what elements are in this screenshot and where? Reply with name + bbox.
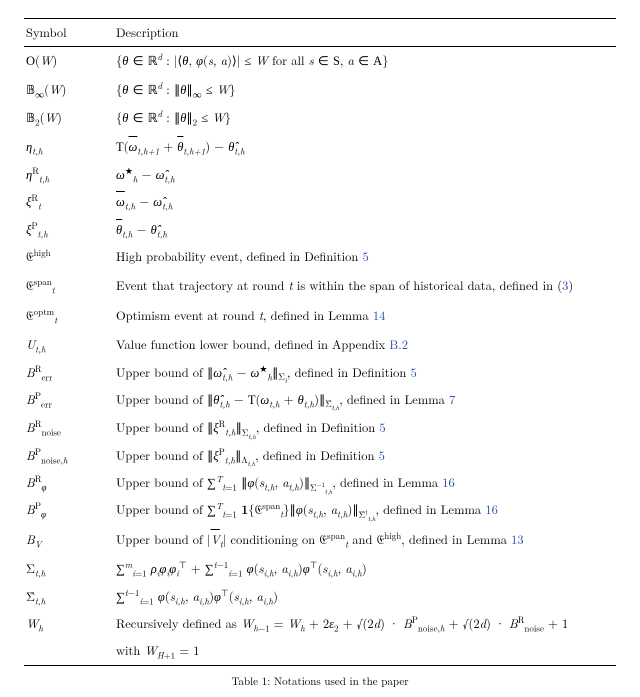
table-row: BPnoise,hUpper bound of ∥ξPt,h∥Λt,h, def… [24, 442, 616, 469]
description-cell: Optimism event at round t, defined in Le… [114, 302, 616, 331]
description-cell: ω★h − ω̂t,h [114, 161, 616, 188]
symbol-cell: O(W) [24, 47, 114, 75]
table-row: Σt,h∑mi=1 ρiφiφi⊤ + ∑t−1i=1 φ(si,h, ai,h… [24, 555, 616, 582]
table-row: ηt,hT(ωt,h+1 + θt,h+1) − θ̂t,h [24, 133, 616, 161]
table-row: BRnoiseUpper bound of ∥ξRt,h∥Σt,h, defin… [24, 414, 616, 441]
symbol-cell: BRerr [24, 359, 114, 386]
table-row: BRφUpper bound of ∑Tt=1 ∥φ(st,h, at,h)∥Σ… [24, 469, 616, 496]
table-row: BVUpper bound of |Vt| conditioning on 𝔈s… [24, 526, 616, 555]
symbol-cell: Σt,h [24, 555, 114, 582]
table-row: ηRt,hω★h − ω̂t,h [24, 161, 616, 188]
header-row: Symbol Description [24, 19, 616, 47]
description-cell: Upper bound of ∥ξRt,h∥Σt,h, defined in D… [114, 414, 616, 441]
table-row: 𝔹2(W){θ ∈ ℝd : ∥θ∥2 ≤ W} [24, 104, 616, 132]
symbol-cell: 𝔹2(W) [24, 104, 114, 132]
symbol-cell: Wh [24, 610, 114, 637]
description-cell: T(ωt,h+1 + θt,h+1) − θ̂t,h [114, 133, 616, 161]
header-description: Description [114, 19, 616, 47]
symbol-cell: ηt,h [24, 133, 114, 161]
table-row: ξRtωt,h − ω̂t,h [24, 188, 616, 215]
page: Symbol Description O(W){θ ∈ ℝd : |⟨θ, φ(… [0, 0, 640, 697]
symbol-cell: BRnoise [24, 414, 114, 441]
table-row: with WH+1 = 1 [24, 637, 616, 665]
description-cell: ∑mi=1 ρiφiφi⊤ + ∑t−1i=1 φ(si,h, ai,h)φ⊤(… [114, 555, 616, 582]
description-cell: {θ ∈ ℝd : ∥θ∥∞ ≤ W} [114, 76, 616, 104]
table-row: O(W){θ ∈ ℝd : |⟨θ, φ(s, a)⟩| ≤ W for all… [24, 47, 616, 75]
table-row: ξPt,hθt,h − θ̂t,h [24, 216, 616, 243]
header-symbol: Symbol [24, 19, 114, 47]
table-row: BPφUpper bound of ∑Tt=1 1{𝔈spant}∥φ(st,h… [24, 496, 616, 525]
table-head: Symbol Description [24, 19, 616, 48]
symbol-cell: BPnoise,h [24, 442, 114, 469]
description-cell: ωt,h − ω̂t,h [114, 188, 616, 215]
table-body: O(W){θ ∈ ℝd : |⟨θ, φ(s, a)⟩| ≤ W for all… [24, 47, 616, 665]
table-caption: Table 1: Notations used in the paper [24, 666, 616, 689]
symbol-cell: ηRt,h [24, 161, 114, 188]
description-cell: ∑t−1i=1 φ(si,h, ai,h)φ⊤(si,h, ai,h) [114, 583, 616, 610]
symbol-cell: BV [24, 526, 114, 555]
notation-table: Symbol Description O(W){θ ∈ ℝd : |⟨θ, φ(… [24, 18, 616, 666]
symbol-cell: ξRt [24, 188, 114, 215]
symbol-cell: Ut,h [24, 331, 114, 358]
symbol-cell: BRφ [24, 469, 114, 496]
symbol-cell: BPφ [24, 496, 114, 525]
description-cell: θt,h − θ̂t,h [114, 216, 616, 243]
description-cell: with WH+1 = 1 [114, 637, 616, 665]
symbol-cell: Σ̂t,h [24, 583, 114, 610]
symbol-cell: 𝔈high [24, 243, 114, 272]
description-cell: Event that trajectory at round t is with… [114, 272, 616, 301]
symbol-cell: BPerr [24, 386, 114, 414]
symbol-cell: 𝔹∞(W) [24, 76, 114, 104]
description-cell: {θ ∈ ℝd : |⟨θ, φ(s, a)⟩| ≤ W for all s ∈… [114, 47, 616, 75]
description-cell: Recursively defined as Wh−1 = Wh + 2ε2 +… [114, 610, 616, 637]
description-cell: Upper bound of ∑Tt=1 1{𝔈spant}∥φ(st,h, a… [114, 496, 616, 525]
table-row: Ut,hValue function lower bound, defined … [24, 331, 616, 358]
table-row: BRerrUpper bound of ∥ω̂t,h − ω★h∥Σt, def… [24, 359, 616, 386]
symbol-cell: ξPt,h [24, 216, 114, 243]
table-row: 𝔈optmtOptimism event at round t, defined… [24, 302, 616, 331]
table-row: BPerrUpper bound of ∥θ̂t,h − T(ωt,h + θt… [24, 386, 616, 414]
description-cell: Value function lower bound, defined in A… [114, 331, 616, 358]
symbol-cell: 𝔈spant [24, 272, 114, 301]
table-row: 𝔹∞(W){θ ∈ ℝd : ∥θ∥∞ ≤ W} [24, 76, 616, 104]
description-cell: Upper bound of |Vt| conditioning on 𝔈spa… [114, 526, 616, 555]
symbol-cell [24, 637, 114, 665]
table-row: 𝔈spantEvent that trajectory at round t i… [24, 272, 616, 301]
description-cell: Upper bound of ∥ξPt,h∥Λt,h, defined in D… [114, 442, 616, 469]
description-cell: Upper bound of ∥θ̂t,h − T(ωt,h + θt,h)∥Σ… [114, 386, 616, 414]
symbol-cell: 𝔈optmt [24, 302, 114, 331]
description-cell: {θ ∈ ℝd : ∥θ∥2 ≤ W} [114, 104, 616, 132]
description-cell: Upper bound of ∑Tt=1 ∥φ(st,h, at,h)∥Σ−1t… [114, 469, 616, 496]
description-cell: High probability event, defined in Defin… [114, 243, 616, 272]
table-row: 𝔈highHigh probability event, defined in … [24, 243, 616, 272]
table-row: WhRecursively defined as Wh−1 = Wh + 2ε2… [24, 610, 616, 637]
table-row: Σ̂t,h∑t−1i=1 φ(si,h, ai,h)φ⊤(si,h, ai,h) [24, 583, 616, 610]
description-cell: Upper bound of ∥ω̂t,h − ω★h∥Σt, defined … [114, 359, 616, 386]
